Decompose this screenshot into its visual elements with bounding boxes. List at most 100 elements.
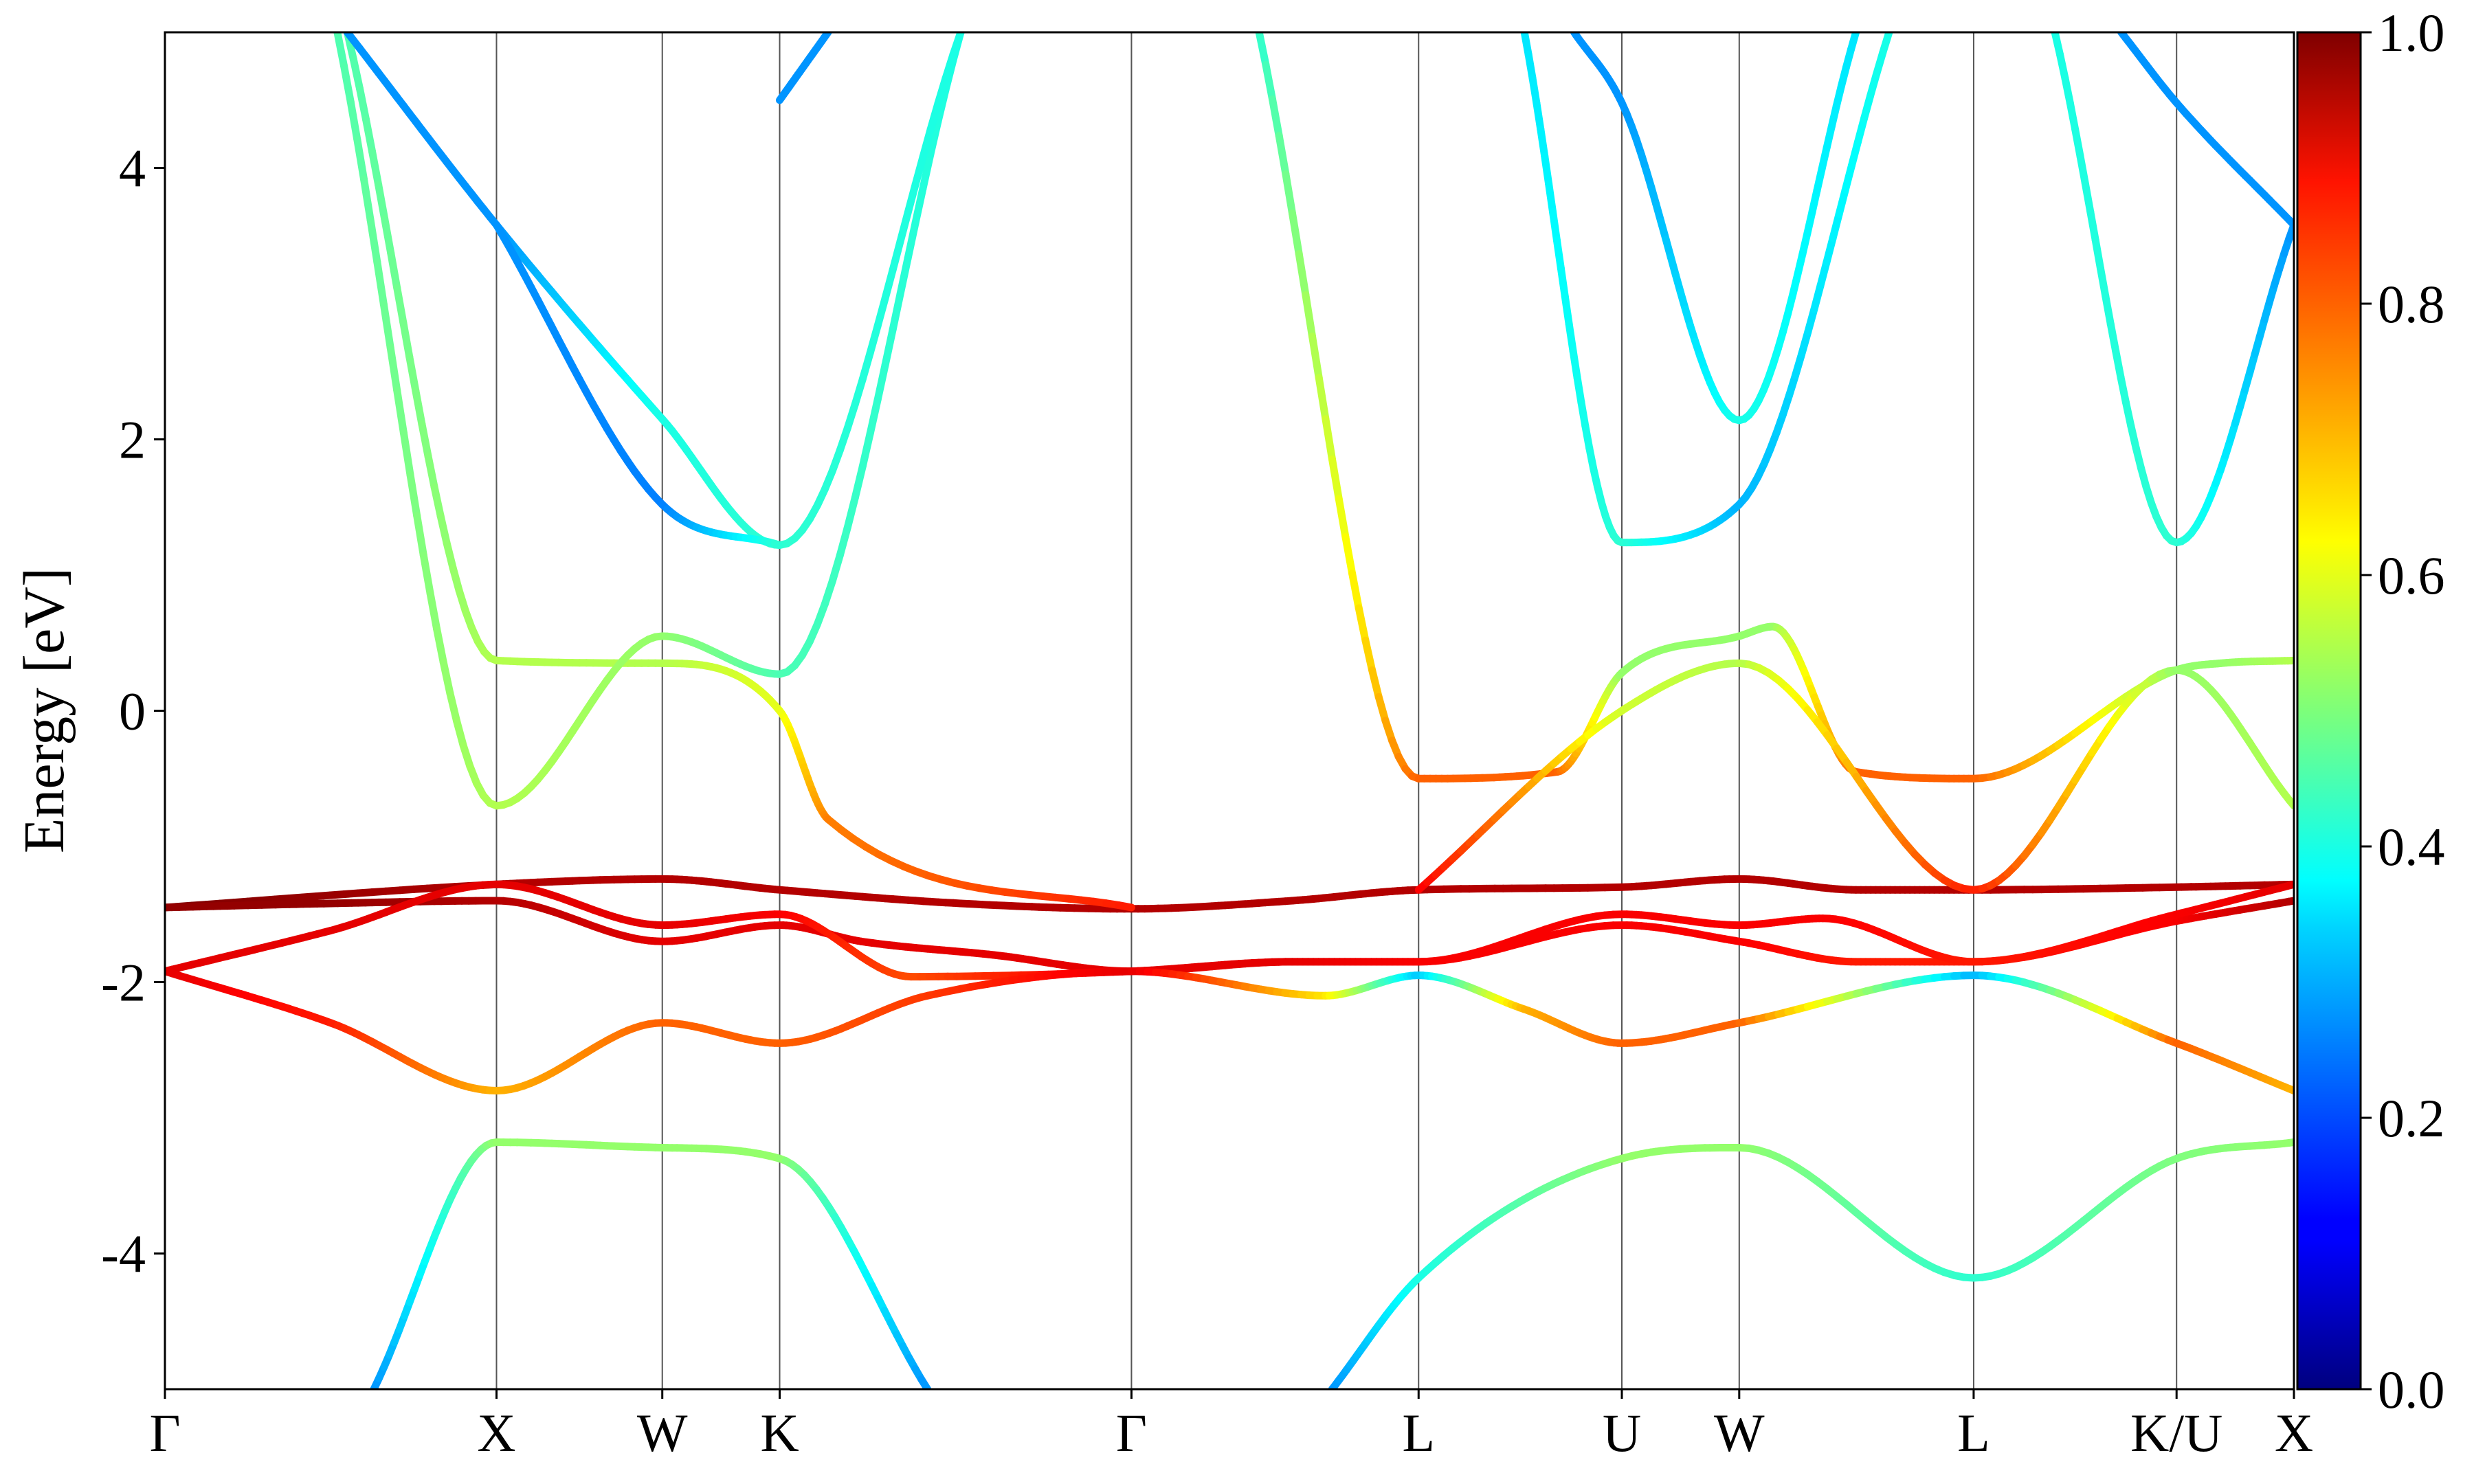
band-segment <box>866 396 882 438</box>
band-segment <box>821 576 836 608</box>
x-tick-label: Γ <box>149 1403 180 1463</box>
x-tick-label: W <box>637 1403 688 1463</box>
band-segment <box>881 325 897 369</box>
band-segment <box>436 512 451 547</box>
band-segment <box>1816 258 1831 290</box>
band-segment <box>1549 207 1561 244</box>
x-axis-ticks: Γ X W K Γ L U W L K/U X <box>149 1389 2313 1463</box>
band-segment <box>1557 265 1569 301</box>
band-segment <box>430 483 445 520</box>
band-segment <box>917 1375 932 1389</box>
band-segment <box>1275 132 1290 178</box>
band-segment <box>926 117 942 158</box>
band-segment <box>1308 333 1323 382</box>
band-segment <box>770 539 783 549</box>
band-segment <box>368 147 383 189</box>
band-segment <box>2076 152 2089 188</box>
band-segment <box>393 386 408 437</box>
band-segment <box>1860 91 1875 123</box>
band-segment <box>399 429 414 479</box>
band-segment <box>904 218 920 262</box>
y-tick-label: 2 <box>119 410 146 470</box>
band-segment <box>356 85 370 124</box>
y-tick-label: -2 <box>101 953 146 1013</box>
colorbar-tick-label: 1.0 <box>2378 3 2445 63</box>
band-segment <box>1269 95 1283 140</box>
band-segment <box>1841 161 1855 194</box>
band-segment <box>373 258 388 308</box>
band-segment <box>2102 293 2115 328</box>
band-segment <box>2091 236 2104 273</box>
band-segment <box>851 462 867 502</box>
band-segment <box>1537 125 1549 160</box>
band <box>1328 1138 2294 1389</box>
band-segment <box>1355 604 1370 644</box>
band-segment <box>381 214 395 257</box>
band-segment <box>873 294 889 330</box>
x-tick-label: K <box>760 1403 799 1463</box>
band-segment <box>889 237 904 274</box>
band-segment <box>858 429 874 471</box>
band <box>2117 32 2294 229</box>
band-segment <box>1255 32 1270 69</box>
band-segment <box>1541 152 1553 188</box>
band-segment <box>1524 50 1537 82</box>
band-segment <box>866 322 882 357</box>
band-segment <box>873 361 889 403</box>
band-segment <box>1361 636 1377 674</box>
band-segment <box>413 512 427 559</box>
band <box>1414 659 2294 894</box>
band-segment <box>1115 901 1135 912</box>
band-segment <box>1879 32 1893 56</box>
band-segment <box>387 249 401 292</box>
band <box>776 32 832 104</box>
band-segment <box>2117 373 2130 406</box>
band-segment <box>1823 234 1837 266</box>
x-tick-label: L <box>1957 1403 1990 1463</box>
band-segment <box>366 216 381 266</box>
band-segment <box>1295 250 1310 299</box>
x-tick-label: X <box>477 1403 515 1463</box>
band-segment <box>446 689 461 726</box>
band-segment <box>911 184 927 227</box>
band <box>343 32 965 549</box>
band-segment <box>360 175 375 224</box>
band-segment <box>949 32 965 58</box>
band-segment <box>843 400 859 432</box>
band-segment <box>1328 456 1343 503</box>
band-segment <box>2127 422 2140 452</box>
band-segment <box>426 589 441 633</box>
band-segment <box>911 153 927 189</box>
band-segment <box>1565 320 1577 355</box>
band-segment <box>1798 328 1812 358</box>
band-segment <box>1368 666 1383 701</box>
x-tick-label: K/U <box>2130 1403 2222 1463</box>
band-segment <box>1810 282 1825 313</box>
band-segment <box>858 349 874 383</box>
colorbar-tick-label: 0.0 <box>2378 1360 2445 1419</box>
band-segment <box>828 551 844 585</box>
band-segment <box>836 424 851 454</box>
band-segment <box>896 254 912 298</box>
band-segment <box>1335 495 1350 541</box>
band-segment <box>412 387 426 428</box>
band-segment <box>419 551 434 597</box>
band-segment <box>1322 415 1336 463</box>
band-segment <box>333 32 348 70</box>
band-segment <box>919 126 935 161</box>
band-segment <box>896 209 912 245</box>
colorbar-tick-label: 0.2 <box>2378 1088 2445 1148</box>
plot-frame <box>164 31 2295 1391</box>
x-tick-label: Γ <box>1116 1403 1147 1463</box>
colorbar <box>2296 31 2362 1391</box>
band-segment <box>1341 533 1357 578</box>
band <box>333 32 965 810</box>
band-segment <box>453 717 467 750</box>
band-segment <box>1374 693 1390 725</box>
band-segment <box>2066 99 2080 133</box>
band-segment <box>353 135 368 183</box>
band-segment <box>2097 265 2110 301</box>
band-segment <box>1847 32 1860 53</box>
y-tick-label: 0 <box>119 682 146 741</box>
